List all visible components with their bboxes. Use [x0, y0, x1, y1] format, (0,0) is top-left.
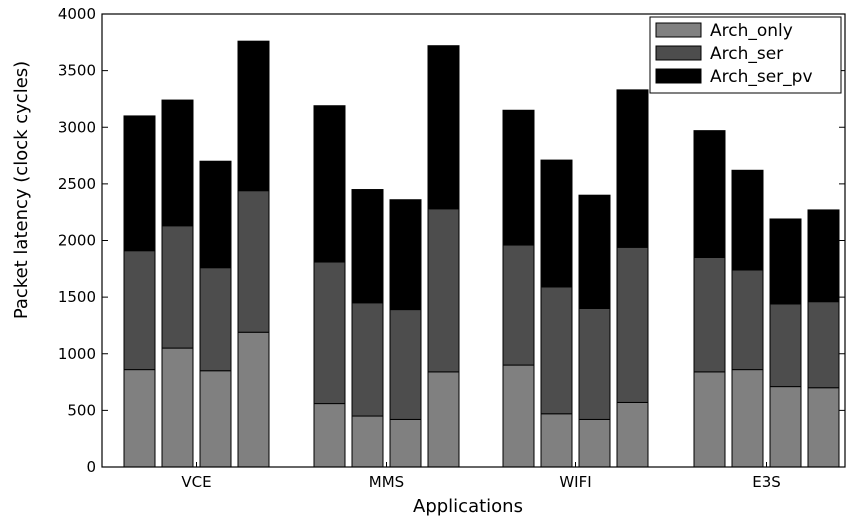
y-tick-label: 500 [67, 401, 96, 419]
legend-swatch [655, 68, 702, 84]
bar-e3s-3-arch-ser-pv [769, 218, 802, 305]
bar-vce-1-arch-only [123, 369, 156, 468]
bar-wifi-1-arch-ser [502, 244, 535, 366]
bar-vce-2-arch-only [161, 347, 194, 468]
bar-mms-1-arch-only [313, 403, 346, 468]
bar-vce-1-arch-ser-pv [123, 115, 156, 252]
bar-mms-3-arch-ser-pv [389, 199, 422, 311]
bar-vce-1-arch-ser [123, 250, 156, 371]
bar-e3s-3-arch-ser [769, 303, 802, 388]
legend-label: Arch_ser_pv [710, 67, 813, 87]
x-tick-label: E3S [752, 473, 781, 491]
bar-mms-3-arch-only [389, 418, 422, 468]
bar-e3s-1-arch-only [693, 371, 726, 468]
bar-vce-2-arch-ser [161, 225, 194, 349]
bar-wifi-3-arch-ser-pv [578, 194, 611, 309]
bar-mms-3-arch-ser [389, 309, 422, 420]
y-tick-label: 2500 [58, 175, 96, 193]
bar-wifi-1-arch-only [502, 364, 535, 468]
bar-e3s-4-arch-ser-pv [807, 209, 840, 303]
bars-layer [123, 40, 840, 468]
bar-e3s-2-arch-only [731, 369, 764, 468]
bar-mms-1-arch-ser-pv [313, 105, 346, 263]
bar-wifi-2-arch-ser-pv [540, 159, 573, 288]
bar-e3s-4-arch-ser [807, 301, 840, 389]
y-tick-label: 4000 [58, 5, 96, 23]
bar-vce-3-arch-ser-pv [199, 160, 232, 269]
bar-mms-4-arch-ser [427, 208, 460, 373]
legend-swatch [655, 22, 702, 38]
legend-label: Arch_ser [710, 44, 783, 64]
bar-mms-2-arch-ser-pv [351, 189, 384, 304]
bar-e3s-2-arch-ser [731, 269, 764, 371]
y-axis-label: Packet latency (clock cycles) [11, 61, 32, 319]
bar-wifi-2-arch-only [540, 413, 573, 468]
bar-wifi-1-arch-ser-pv [502, 109, 535, 246]
x-tick-label: MMS [369, 473, 404, 491]
bar-e3s-1-arch-ser-pv [693, 130, 726, 258]
y-tick-label: 2000 [58, 232, 96, 250]
bar-wifi-4-arch-ser-pv [616, 89, 649, 248]
bar-mms-4-arch-only [427, 371, 460, 468]
bar-vce-2-arch-ser-pv [161, 99, 194, 227]
legend-label: Arch_only [710, 21, 793, 41]
bar-vce-3-arch-ser [199, 267, 232, 372]
x-axis-label: Applications [413, 496, 523, 517]
legend-swatch [655, 45, 702, 61]
bar-wifi-2-arch-ser [540, 286, 573, 415]
bar-wifi-3-arch-ser [578, 307, 611, 420]
bar-e3s-2-arch-ser-pv [731, 169, 764, 271]
bar-e3s-3-arch-only [769, 386, 802, 468]
y-tick-label: 0 [86, 458, 96, 476]
bar-mms-4-arch-ser-pv [427, 45, 460, 210]
bar-e3s-1-arch-ser [693, 256, 726, 373]
y-tick-label: 3500 [58, 62, 96, 80]
bar-vce-4-arch-only [237, 331, 270, 468]
bar-wifi-4-arch-only [616, 401, 649, 468]
bar-vce-3-arch-only [199, 370, 232, 468]
x-tick-label: VCE [181, 473, 211, 491]
bar-vce-4-arch-ser-pv [237, 40, 270, 192]
y-tick-label: 3000 [58, 118, 96, 136]
x-tick-label: WIFI [559, 473, 591, 491]
bar-mms-2-arch-only [351, 415, 384, 468]
bar-mms-1-arch-ser [313, 261, 346, 405]
bar-wifi-4-arch-ser [616, 246, 649, 403]
axes-layer: VCE MMS WIFI E3S 0 500 1000 1500 2000 2500 3000 350… [58, 5, 846, 491]
bar-vce-4-arch-ser [237, 190, 270, 333]
y-tick-label: 1000 [58, 345, 96, 363]
y-tick-label: 1500 [58, 288, 96, 306]
bar-wifi-3-arch-only [578, 418, 611, 468]
bar-mms-2-arch-ser [351, 302, 384, 417]
bar-e3s-4-arch-only [807, 387, 840, 468]
legend: Arch_only Arch_ser Arch_ser_pv [649, 16, 842, 94]
